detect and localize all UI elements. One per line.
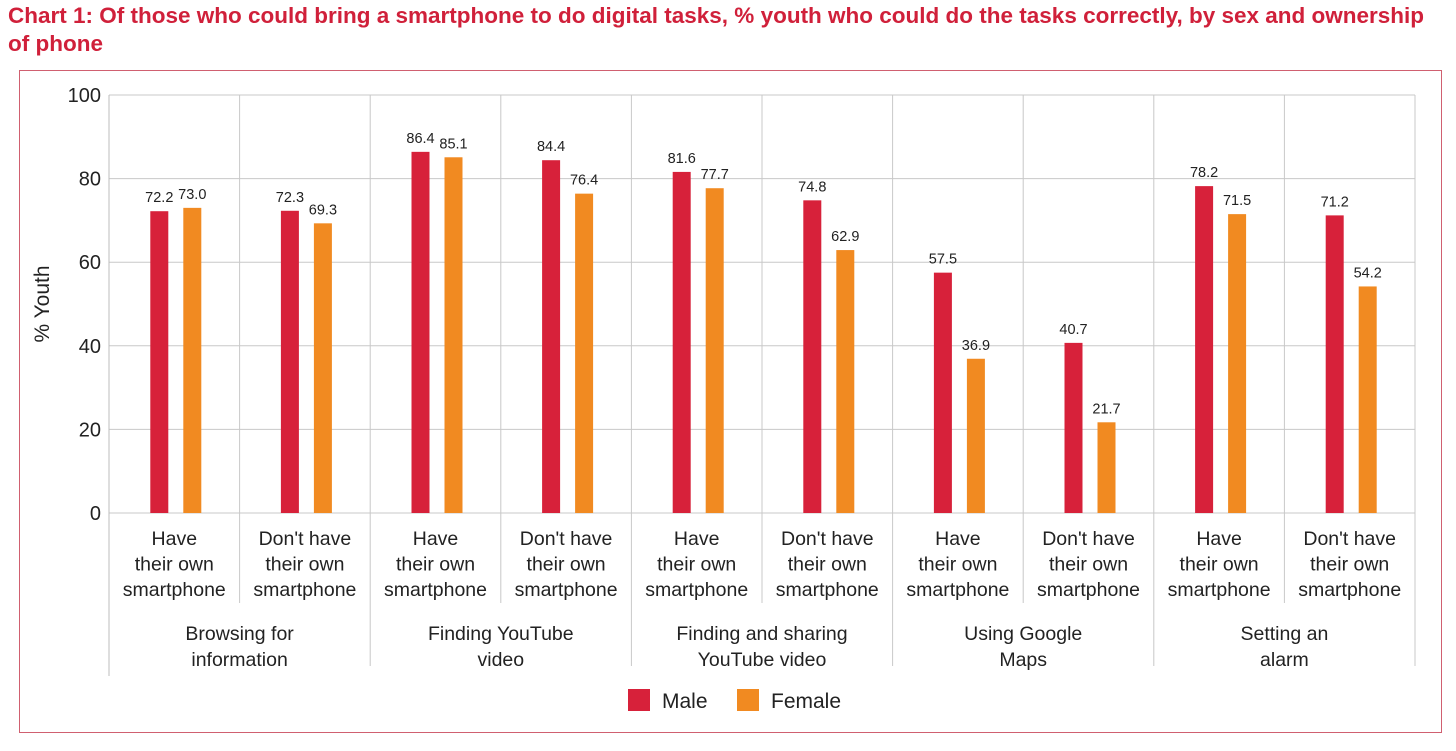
x-subcategory-label: Have	[935, 528, 981, 550]
x-group-label: Browsing for	[185, 623, 294, 645]
x-subcategory-label: Have	[1196, 528, 1242, 550]
data-label-male: 72.3	[276, 190, 304, 206]
legend-label-male: Male	[662, 690, 708, 713]
x-subcategory-label: Don't have	[1303, 528, 1396, 550]
bar-male	[280, 210, 299, 513]
chart-title: Chart 1: Of those who could bring a smar…	[8, 3, 1425, 56]
x-subcategory-label: Don't have	[520, 528, 613, 550]
x-subcategory-label: smartphone	[776, 579, 879, 601]
data-label-male: 81.6	[668, 151, 696, 167]
bar-male	[1195, 186, 1214, 513]
bar-male	[411, 151, 430, 513]
x-subcategory-label: their own	[1310, 554, 1389, 576]
y-tick-label: 0	[90, 503, 101, 525]
data-label-female: 71.5	[1223, 193, 1251, 209]
data-label-female: 62.9	[831, 229, 859, 245]
legend-swatch-male	[628, 689, 650, 711]
y-tick-label: 40	[79, 336, 101, 358]
bar-male	[1325, 215, 1344, 513]
x-subcategory-label: their own	[265, 554, 344, 576]
bar-female	[313, 223, 332, 514]
data-label-female: 85.1	[439, 136, 467, 152]
x-subcategory-label: Have	[413, 528, 459, 550]
x-subcategory-label: their own	[918, 554, 997, 576]
data-label-male: 72.2	[145, 190, 173, 206]
y-tick-label: 60	[79, 252, 101, 274]
x-group-label: video	[477, 649, 524, 671]
x-subcategory-label: their own	[657, 554, 736, 576]
x-subcategory-label: Don't have	[259, 528, 352, 550]
x-group-label: information	[191, 649, 287, 671]
y-tick-label: 80	[79, 169, 101, 191]
data-label-male: 78.2	[1190, 165, 1218, 181]
x-subcategory-label: their own	[1049, 554, 1128, 576]
x-group-label: Finding YouTube	[428, 623, 574, 645]
x-group-label: Setting an	[1240, 623, 1328, 645]
bar-female	[444, 157, 463, 514]
data-label-female: 54.2	[1354, 265, 1382, 281]
data-label-male: 86.4	[406, 131, 434, 147]
x-subcategory-label: smartphone	[1298, 579, 1401, 601]
x-subcategory-label: their own	[1180, 554, 1259, 576]
data-label-male: 57.5	[929, 252, 957, 268]
x-group-label: alarm	[1260, 649, 1309, 671]
bar-female	[836, 250, 855, 513]
x-subcategory-label: their own	[396, 554, 475, 576]
bar-male	[542, 160, 561, 513]
x-subcategory-label: their own	[527, 554, 606, 576]
data-label-female: 73.0	[178, 187, 206, 203]
bar-female	[1228, 214, 1247, 513]
x-subcategory-label: smartphone	[1037, 579, 1140, 601]
x-subcategory-label: Don't have	[781, 528, 874, 550]
x-group-label: Maps	[999, 649, 1047, 671]
x-subcategory-label: smartphone	[1168, 579, 1271, 601]
data-label-male: 84.4	[537, 139, 565, 155]
bar-female	[1097, 422, 1116, 513]
data-label-male: 74.8	[798, 179, 826, 195]
x-subcategory-label: Don't have	[1042, 528, 1135, 550]
x-subcategory-label: smartphone	[515, 579, 618, 601]
bar-male	[803, 200, 822, 513]
bar-male	[1064, 342, 1083, 513]
x-group-label: Using Google	[964, 623, 1082, 645]
x-subcategory-label: smartphone	[906, 579, 1009, 601]
bar-female	[1358, 286, 1377, 513]
chart-frame	[19, 70, 1442, 733]
bar-female	[705, 188, 724, 514]
data-label-female: 69.3	[309, 202, 337, 218]
bar-female	[575, 193, 594, 513]
x-group-label: YouTube video	[698, 649, 827, 671]
y-tick-label: 20	[79, 419, 101, 441]
x-subcategory-label: smartphone	[645, 579, 748, 601]
x-subcategory-label: their own	[135, 554, 214, 576]
data-label-female: 36.9	[962, 338, 990, 354]
x-subcategory-label: smartphone	[384, 579, 487, 601]
legend-swatch-female	[737, 689, 759, 711]
bar-male	[933, 272, 952, 513]
x-subcategory-label: smartphone	[253, 579, 356, 601]
x-subcategory-label: Have	[152, 528, 198, 550]
data-label-female: 77.7	[701, 167, 729, 183]
y-axis-title: % Youth	[31, 265, 54, 342]
bar-male	[150, 211, 169, 514]
y-tick-label: 100	[68, 85, 101, 107]
data-label-female: 21.7	[1092, 401, 1120, 417]
x-group-label: Finding and sharing	[676, 623, 847, 645]
bar-female	[966, 358, 985, 513]
x-subcategory-label: their own	[788, 554, 867, 576]
legend-label-female: Female	[771, 690, 841, 713]
data-label-female: 76.4	[570, 173, 598, 189]
x-subcategory-label: Have	[674, 528, 720, 550]
data-label-male: 40.7	[1059, 322, 1087, 338]
bar-male	[672, 171, 691, 514]
x-subcategory-label: smartphone	[123, 579, 226, 601]
bar-female	[183, 207, 202, 514]
data-label-male: 71.2	[1321, 194, 1349, 210]
